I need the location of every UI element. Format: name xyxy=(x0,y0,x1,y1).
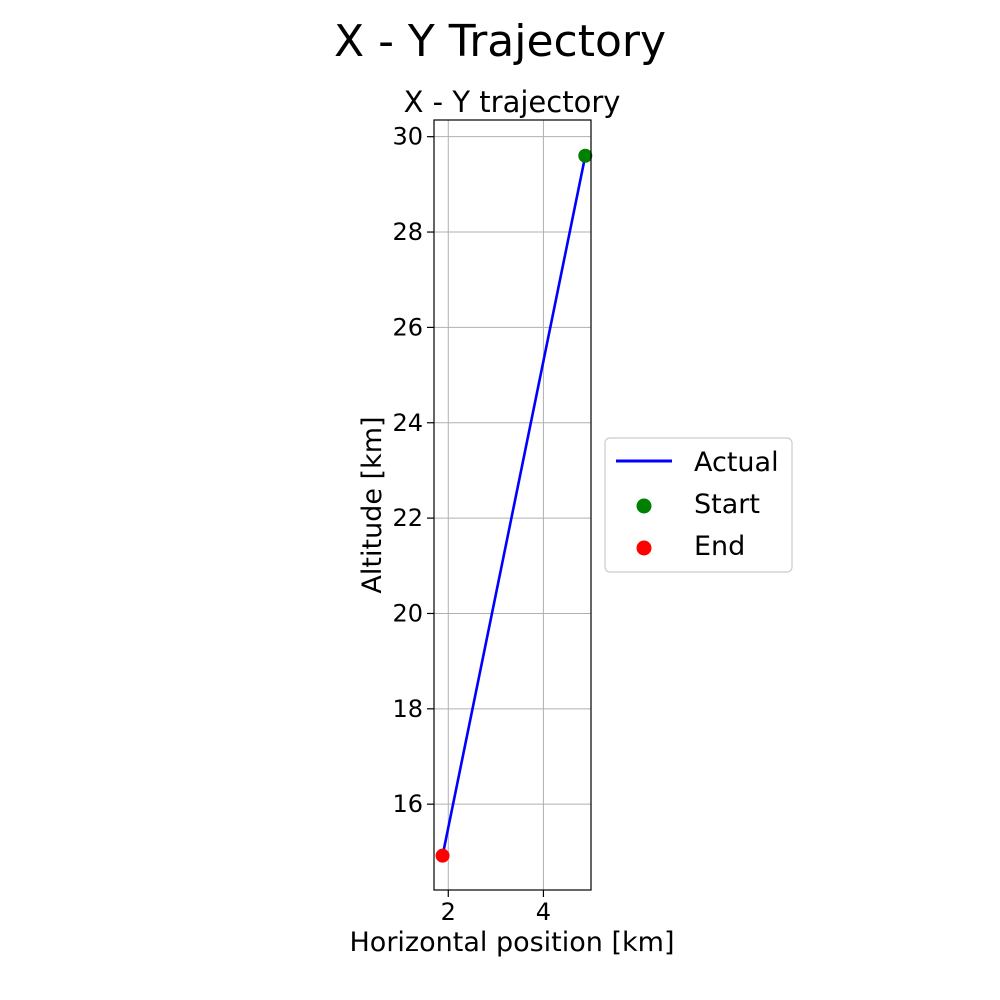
legend-start-swatch xyxy=(636,498,652,514)
y-axis-label: Altitude [km] xyxy=(357,416,388,593)
y-tick-label: 26 xyxy=(392,313,423,341)
y-tick-label: 18 xyxy=(392,695,423,723)
series-start-point xyxy=(578,148,593,163)
legend-actual-label: Actual xyxy=(694,447,779,478)
series-end-point xyxy=(435,848,450,863)
y-tick-label: 24 xyxy=(392,409,423,437)
legend-frame xyxy=(604,437,793,573)
axes-title: X - Y trajectory xyxy=(404,85,621,119)
legend-end-swatch xyxy=(636,540,652,556)
y-tick-label: 20 xyxy=(392,599,423,627)
figure-suptitle: X - Y Trajectory xyxy=(334,16,666,67)
x-tick-label: 2 xyxy=(441,898,456,926)
axes-frame xyxy=(433,119,592,891)
plot-area xyxy=(435,148,593,863)
x-tick-label: 4 xyxy=(536,898,551,926)
y-tick-label: 30 xyxy=(392,123,423,151)
series-actual-line xyxy=(441,155,587,856)
legend: Actual Start End xyxy=(604,437,793,573)
y-tick-label: 16 xyxy=(392,790,423,818)
legend-start-label: Start xyxy=(694,489,760,520)
y-tick-label: 28 xyxy=(392,218,423,246)
legend-end-label: End xyxy=(694,531,745,562)
y-tick-label: 22 xyxy=(392,504,423,532)
x-axis-label: Horizontal position [km] xyxy=(350,927,675,958)
